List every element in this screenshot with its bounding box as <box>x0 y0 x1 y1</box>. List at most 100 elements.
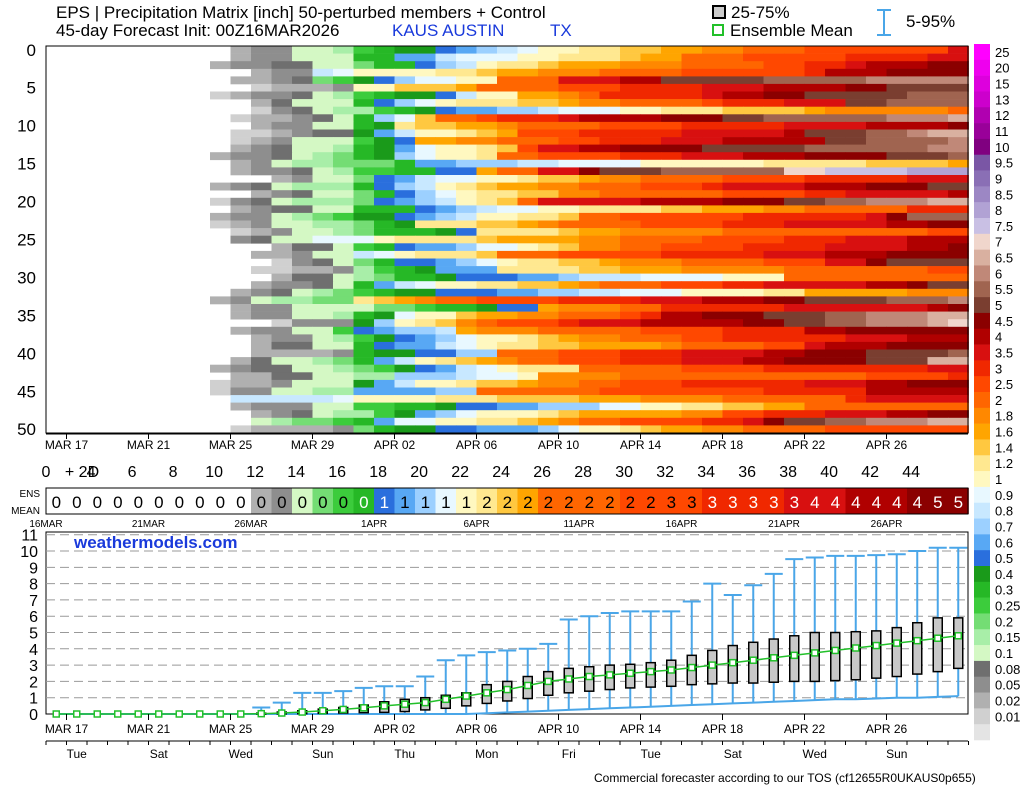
heatmap-cell <box>599 220 621 229</box>
day-number-label: 28 <box>574 464 592 481</box>
heatmap-ytick-label: 40 <box>17 344 36 363</box>
heatmap-cell <box>743 152 764 161</box>
heatmap-cell <box>435 182 457 191</box>
heatmap-cell <box>599 53 621 62</box>
heatmap-cell <box>312 144 334 153</box>
heatmap-cell <box>599 387 621 396</box>
heatmap-cell <box>517 273 539 282</box>
heatmap-cell <box>722 114 744 123</box>
heatmap-cell <box>722 83 744 92</box>
heatmap-cell <box>312 197 334 206</box>
heatmap-cell <box>661 417 682 426</box>
heatmap-cell <box>866 53 887 62</box>
heatmap-cell <box>640 243 662 252</box>
heatmap-cell <box>640 235 662 244</box>
strip-value: 1 <box>380 493 389 512</box>
heatmap-cell <box>804 53 826 62</box>
heatmap-cell <box>538 91 559 100</box>
strip-value: 2 <box>626 493 635 512</box>
heatmap-cell <box>722 167 744 176</box>
strip-cell <box>333 488 354 514</box>
colorbar-swatch <box>974 692 990 709</box>
heatmap-cell <box>558 326 580 335</box>
heatmap-cell <box>620 395 641 403</box>
heatmap-cell <box>620 334 641 343</box>
heatmap-cell <box>538 68 559 77</box>
heatmap-cell <box>702 114 723 123</box>
heatmap-cell <box>948 357 969 365</box>
heatmap-cell <box>579 137 600 145</box>
heatmap-cell <box>435 296 457 305</box>
heatmap-cell <box>702 402 723 411</box>
heatmap-cell <box>620 182 641 191</box>
heatmap-cell <box>558 167 580 176</box>
heatmap-cell <box>927 212 949 221</box>
mean-marker <box>811 649 819 657</box>
heatmap-cell <box>476 106 498 115</box>
heatmap-cell <box>292 76 313 85</box>
heatmap-cell <box>374 159 395 168</box>
heatmap-cell <box>210 387 231 396</box>
heatmap-cell <box>763 53 785 62</box>
colorbar-swatch <box>974 486 990 504</box>
strip-value: 2 <box>482 493 491 512</box>
heatmap-cell <box>374 288 395 297</box>
strip-date-label: 6APR <box>463 519 489 530</box>
heatmap-cell <box>271 387 293 396</box>
heatmap-cell <box>579 152 600 161</box>
heatmap-cell <box>948 266 969 274</box>
heatmap-cell <box>497 387 518 396</box>
heatmap-cell <box>743 250 764 259</box>
heatmap-cell <box>599 46 621 54</box>
heatmap-cell <box>681 228 703 236</box>
heatmap-cell <box>312 235 334 244</box>
strip-value: 2 <box>605 493 614 512</box>
heatmap-cell <box>948 402 969 411</box>
heatmap-cell <box>743 311 764 320</box>
heatmap-cell <box>825 402 846 411</box>
strip-cell <box>312 488 334 514</box>
heatmap-cell <box>394 91 416 100</box>
heatmap-cell <box>743 76 764 85</box>
heatmap-cell <box>435 319 457 328</box>
heatmap-cell <box>374 341 395 350</box>
heatmap-cell <box>394 410 416 419</box>
heatmap-cell <box>702 99 723 107</box>
heatmap-cell <box>476 167 498 176</box>
heatmap-cell <box>825 114 846 123</box>
colorbar-label: 0.6 <box>995 535 1013 550</box>
heatmap-cell <box>886 425 908 434</box>
heatmap-cell <box>271 212 293 221</box>
heatmap-cell <box>804 61 826 70</box>
heatmap-cell <box>456 334 477 343</box>
heatmap-cell <box>722 129 744 138</box>
heatmap-ytick-label: 10 <box>17 117 36 136</box>
heatmap-cell <box>558 304 580 312</box>
heatmap-cell <box>866 273 887 282</box>
heatmap-cell <box>497 326 518 335</box>
heatmap-cell <box>927 395 949 403</box>
heatmap-cell <box>640 68 662 77</box>
colorbar-label: 6 <box>995 266 1002 281</box>
heatmap-cell <box>784 326 805 335</box>
heatmap-cell <box>517 357 539 365</box>
heatmap-cell <box>845 68 867 77</box>
heatmap-cell <box>845 167 867 176</box>
heatmap-frame <box>45 45 969 434</box>
heatmap-cell <box>271 425 293 434</box>
heatmap-cell <box>333 212 354 221</box>
heatmap-cell <box>251 311 272 320</box>
heatmap-cell <box>517 425 539 434</box>
heatmap-cell <box>886 357 908 365</box>
heatmap-cell <box>845 296 867 305</box>
footer-note: Commercial forecaster according to our T… <box>594 771 976 785</box>
heatmap-cell <box>333 152 354 161</box>
heatmap-cell <box>825 379 846 388</box>
heatmap-cell <box>948 190 969 199</box>
heatmap-cell <box>907 99 928 107</box>
heatmap-cell <box>497 243 518 252</box>
heatmap-cell <box>927 410 949 419</box>
heatmap-cell <box>517 152 539 161</box>
heatmap-cell <box>230 212 252 221</box>
heatmap-cell <box>804 379 826 388</box>
